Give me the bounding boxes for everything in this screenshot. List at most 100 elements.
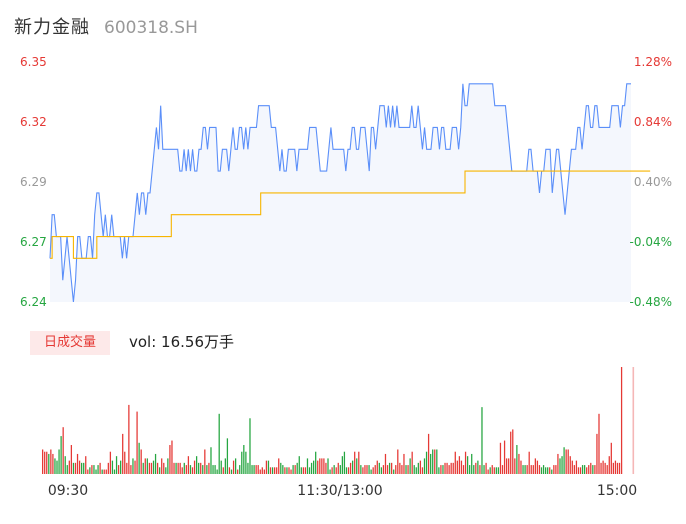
volume-bar xyxy=(280,462,282,474)
volume-bar xyxy=(214,465,216,474)
volume-bar xyxy=(93,465,95,474)
volume-bar xyxy=(573,465,575,474)
volume-bar xyxy=(596,433,598,475)
volume-badge: 日成交量 xyxy=(30,331,110,355)
volume-bar xyxy=(460,460,463,475)
volume-bar xyxy=(526,465,528,474)
volume-bar xyxy=(378,462,380,474)
volume-bar xyxy=(405,465,407,474)
y-left-tick-label: 6.35 xyxy=(20,55,47,69)
volume-bar xyxy=(48,453,50,474)
volume-bar xyxy=(425,451,428,474)
volume-bar xyxy=(152,460,155,475)
volume-bar xyxy=(555,465,557,474)
volume-bar xyxy=(267,460,270,475)
volume-bar xyxy=(146,458,148,474)
volume-bar xyxy=(193,460,196,475)
volume-bar xyxy=(321,458,323,474)
volume-bar xyxy=(563,447,565,474)
volume-bar xyxy=(72,462,75,474)
volume-bar xyxy=(544,467,547,474)
volume-bar xyxy=(144,458,146,474)
volume-bar xyxy=(588,465,590,474)
y-left-tick-label: 6.27 xyxy=(20,235,47,249)
volume-bar xyxy=(169,445,171,474)
volume-bar xyxy=(364,465,366,474)
volume-bar xyxy=(142,462,144,474)
volume-bar xyxy=(66,465,68,474)
volume-bar xyxy=(216,469,218,474)
volume-bar xyxy=(473,465,475,474)
volume-bar xyxy=(430,453,432,474)
volume-bar xyxy=(224,458,226,474)
volume-bar xyxy=(107,462,109,474)
volume-bar xyxy=(83,462,85,474)
volume-bar xyxy=(208,462,210,474)
volume-bar xyxy=(44,451,46,474)
volume-bar xyxy=(586,467,588,474)
y-left-tick-label: 6.24 xyxy=(20,295,47,309)
volume-bar xyxy=(427,433,430,475)
volume-bar xyxy=(448,465,450,474)
volume-bar xyxy=(282,465,284,474)
volume-bar xyxy=(134,460,136,475)
volume-bar xyxy=(74,462,77,474)
volume-bar xyxy=(52,453,54,474)
volume-bar xyxy=(232,460,235,475)
x-tick-label: 15:00 xyxy=(597,483,637,499)
volume-bar xyxy=(183,462,185,474)
volume-bar xyxy=(341,456,344,474)
volume-bar xyxy=(200,462,202,474)
volume-bar xyxy=(269,467,272,474)
volume-bar xyxy=(368,465,370,474)
volume-bar xyxy=(210,447,212,474)
volume-bar xyxy=(113,469,116,474)
volume-bar xyxy=(483,465,485,474)
volume-bar xyxy=(528,451,530,474)
volume-bar xyxy=(288,467,290,474)
volume-bar xyxy=(95,469,97,474)
volume-bar xyxy=(510,431,512,474)
volume-bar xyxy=(81,462,83,474)
volume-bar xyxy=(569,456,571,474)
volume-bar xyxy=(313,460,315,475)
volume-bar xyxy=(360,465,362,474)
volume-bar xyxy=(87,469,89,474)
volume-bar xyxy=(42,449,44,474)
volume-bar xyxy=(228,467,231,474)
volume-bar xyxy=(189,465,192,474)
volume-bar xyxy=(547,467,549,474)
y-right-tick-label: 0.84% xyxy=(634,115,672,129)
y-right-tick-label: -0.04% xyxy=(630,235,672,249)
volume-bar xyxy=(97,465,99,474)
volume-bar xyxy=(150,462,153,474)
volume-bar xyxy=(575,460,578,475)
volume-bar xyxy=(407,465,409,474)
volume-bar xyxy=(237,469,239,474)
volume-bar xyxy=(452,462,454,474)
volume-bar xyxy=(85,456,87,474)
stock-code: 600318.SH xyxy=(104,18,198,38)
volume-bar xyxy=(600,462,602,474)
volume-bar xyxy=(323,458,325,474)
volume-bar xyxy=(296,462,298,474)
volume-bar xyxy=(590,462,592,474)
volume-bar xyxy=(140,449,142,474)
volume-bar xyxy=(286,467,288,474)
volume-bar xyxy=(300,467,302,474)
volume-bar xyxy=(530,465,532,474)
volume-bar xyxy=(64,456,66,474)
y-left-tick-label: 6.32 xyxy=(20,115,47,129)
volume-bar xyxy=(409,458,411,474)
volume-bar xyxy=(549,467,551,474)
volume-bar xyxy=(191,467,194,474)
volume-bar xyxy=(50,449,52,474)
volume-bar xyxy=(618,462,621,474)
volume-bar xyxy=(306,458,309,474)
volume-bar xyxy=(553,465,555,474)
volume-bar xyxy=(493,467,495,474)
volume-bar xyxy=(173,462,175,474)
volume-bar xyxy=(117,465,120,474)
volume-bar xyxy=(335,467,337,474)
volume-bar xyxy=(592,465,594,474)
